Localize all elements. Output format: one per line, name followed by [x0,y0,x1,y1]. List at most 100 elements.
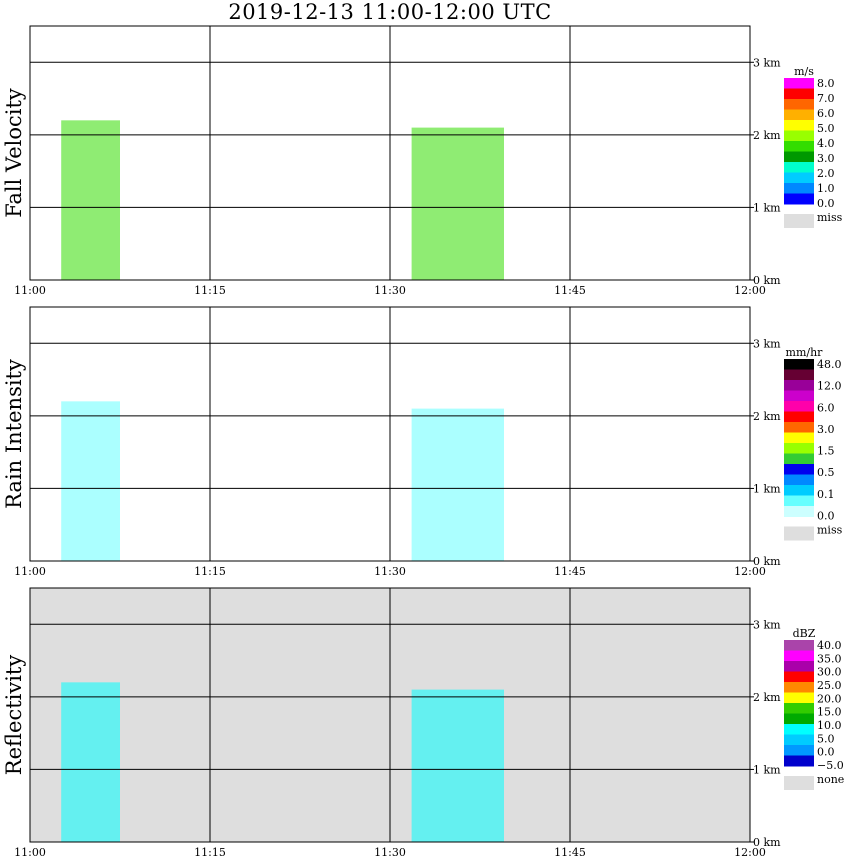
legend-swatch [784,359,814,370]
legend-unit: dBZ [793,627,816,640]
y-tick-label: 3 km [753,56,781,69]
y-tick-label: 1 km [753,482,781,495]
legend-swatch [784,109,814,121]
legend-label: 3.0 [817,152,835,165]
legend-swatch [784,151,814,163]
legend-swatch [784,78,814,89]
legend-swatch [784,120,814,131]
legend-missing-swatch [784,776,814,790]
legend-label: 30.0 [817,666,842,679]
legend-label: 2.0 [817,167,835,180]
legend-label: 10.0 [817,719,842,732]
legend-label: 7.0 [817,92,835,105]
legend-label: 35.0 [817,652,842,665]
legend-label: −5.0 [817,759,844,772]
y-tick-label: 0 km [753,836,781,849]
legend-swatch [784,411,814,423]
legend-swatch [784,141,814,152]
legend-swatch [784,661,814,672]
legend-label: 0.0 [817,197,835,210]
rain-intensity-panel: 0 km 1 km 2 km 3 km 11:00 11:15 11:30 11:45 12:0… [2,306,843,578]
legend-label: 25.0 [817,679,842,692]
legend-missing-label: miss [817,211,843,224]
x-tick-label: 11:00 [14,284,46,297]
y-tick-label: 0 km [753,274,781,287]
legend-missing-label: none [817,773,844,786]
legend-swatch [784,380,814,391]
legend-label: 40.0 [817,639,842,652]
legend-missing-swatch [784,214,814,228]
legend-label: 20.0 [817,692,842,705]
legend-swatch [784,713,814,725]
y-tick-label: 1 km [753,201,781,214]
legend-swatch [784,650,814,662]
legend-label: 4.0 [817,137,835,150]
legend-swatch [784,495,814,507]
legend-label: 5.0 [817,122,835,135]
x-tick-label: 11:30 [374,846,406,859]
y-tick-label: 2 km [753,691,781,704]
y-tick-label: 2 km [753,129,781,142]
legend-swatch [784,390,814,402]
legend-swatch [784,671,814,683]
x-tick-label: 11:45 [554,565,586,578]
legend-label: 48.0 [817,358,842,371]
y-tick-label: 2 km [753,410,781,423]
x-tick-label: 11:15 [194,284,226,297]
x-tick-label: 12:00 [734,846,766,859]
y-axis-label: Rain Intensity [2,359,26,509]
legend-swatch [784,183,814,194]
plot-frame [29,587,751,843]
legend-swatch [784,432,814,444]
legend-swatch [784,682,814,693]
plot-frame [29,306,751,562]
legend-swatch [784,474,814,486]
legend-swatch [784,369,814,381]
legend-swatch [784,99,814,110]
legend-swatch [784,506,814,517]
legend-label: 0.1 [817,488,835,501]
x-tick-label: 11:15 [194,846,226,859]
legend-unit: m/s [794,65,814,78]
legend-swatch [784,755,814,767]
legend-swatch [784,640,814,651]
legend-swatch [784,692,814,704]
x-tick-label: 11:30 [374,284,406,297]
x-tick-label: 11:45 [554,846,586,859]
legend-label: 6.0 [817,401,835,414]
plot-frame [29,25,751,281]
legend-swatch [784,193,814,205]
y-axis-label: Reflectivity [2,655,26,776]
legend-label: 12.0 [817,380,842,393]
x-tick-label: 12:00 [734,284,766,297]
x-tick-label: 11:45 [554,284,586,297]
y-axis-label: Fall Velocity [2,88,26,218]
heatmap-cell [61,682,120,842]
legend-swatch [784,443,814,454]
legend-swatch [784,453,814,465]
y-tick-label: 3 km [753,337,781,350]
x-tick-label: 11:30 [374,565,406,578]
legend-label: 3.0 [817,423,835,436]
x-tick-label: 11:00 [14,565,46,578]
heatmap-cell [61,120,120,280]
legend-label: 1.0 [817,182,835,195]
legend-swatch [784,162,814,173]
legend-label: 0.0 [817,746,835,759]
y-tick-label: 3 km [753,618,781,631]
legend-label: 0.5 [817,466,835,479]
y-tick-label: 0 km [753,555,781,568]
x-tick-label: 11:15 [194,565,226,578]
y-tick-label: 1 km [753,763,781,776]
legend-swatch [784,745,814,756]
chart-title: 2019-12-13 11:00-12:00 UTC [228,0,552,24]
heatmap-cell [411,689,504,842]
legend-swatch [784,172,814,184]
legend-swatch [784,703,814,714]
legend-swatch [784,130,814,142]
x-tick-label: 12:00 [734,565,766,578]
legend-swatch [784,485,814,496]
legend-swatch [784,724,814,735]
legend-label: 5.0 [817,732,835,745]
legend-missing-swatch [784,526,814,541]
